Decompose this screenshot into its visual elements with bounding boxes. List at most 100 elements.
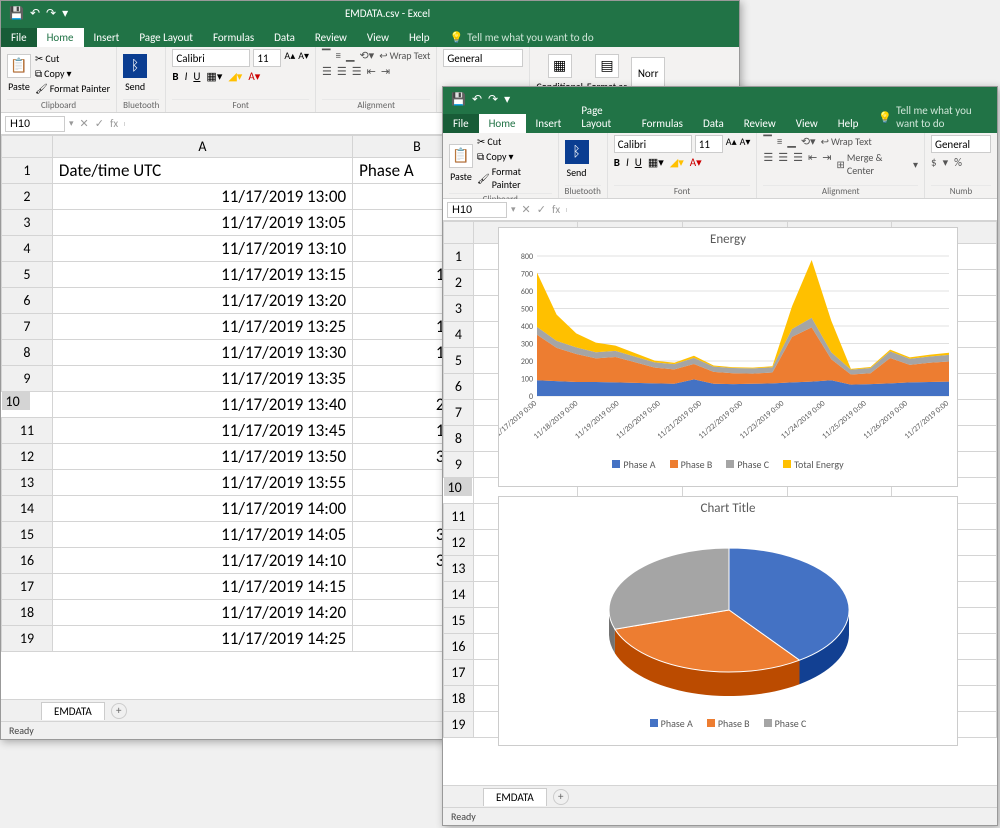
sheet-tab-emdata[interactable]: EMDATA	[483, 788, 547, 806]
indent-dec-icon[interactable]: ⇤	[367, 65, 376, 78]
italic-button[interactable]: I	[185, 70, 188, 83]
orientation-icon[interactable]: ⟲▾	[359, 49, 374, 62]
fx-icon[interactable]: fx	[552, 203, 560, 216]
tab-home[interactable]: Home	[37, 28, 84, 47]
indent-dec-icon[interactable]: ⇤	[808, 151, 817, 177]
new-sheet-button[interactable]: +	[553, 789, 569, 805]
cut-button[interactable]: ✂Cut	[35, 52, 110, 65]
align-left-icon[interactable]: ☰	[763, 151, 773, 177]
redo-icon[interactable]: ↷	[46, 6, 56, 21]
align-center-icon[interactable]: ☰	[778, 151, 788, 177]
indent-inc-icon[interactable]: ⇥	[822, 151, 831, 177]
tab-page-layout[interactable]: Page Layout	[571, 101, 631, 133]
tell-me-search[interactable]: 💡Tell me what you want to do	[868, 101, 997, 133]
increase-font-icon[interactable]: A▴	[726, 135, 737, 153]
tab-formulas[interactable]: Formulas	[632, 114, 693, 133]
wrap-text-button[interactable]: ↩ Wrap Text	[821, 135, 872, 148]
send-button[interactable]: ᛒSend	[565, 140, 589, 179]
tab-view[interactable]: View	[357, 28, 399, 47]
copy-button[interactable]: ⧉Copy ▾	[35, 67, 110, 80]
border-button[interactable]: ▦▾	[648, 156, 664, 169]
number-format-select[interactable]: General	[931, 135, 991, 153]
enter-icon[interactable]: ✓	[537, 203, 546, 216]
bold-button[interactable]: B	[614, 156, 620, 169]
enter-icon[interactable]: ✓	[95, 117, 104, 130]
new-sheet-button[interactable]: +	[111, 703, 127, 719]
quick-access-toolbar[interactable]: 💾 ↶ ↷ ▾	[443, 92, 518, 107]
fill-color-button[interactable]: ◢▾	[228, 70, 242, 83]
orientation-icon[interactable]: ⟲▾	[801, 135, 816, 148]
save-icon[interactable]: 💾	[9, 6, 24, 21]
tab-review[interactable]: Review	[305, 28, 357, 47]
merge-center-button[interactable]: ⊞ Merge & Center ▾	[836, 151, 918, 177]
currency-button[interactable]: $	[931, 156, 937, 169]
tab-data[interactable]: Data	[264, 28, 305, 47]
number-format-select[interactable]: General	[443, 49, 523, 67]
tab-help[interactable]: Help	[399, 28, 440, 47]
qat-more-icon[interactable]: ▾	[62, 6, 68, 21]
tab-help[interactable]: Help	[828, 114, 869, 133]
bold-button[interactable]: B	[172, 70, 178, 83]
cancel-icon[interactable]: ✕	[80, 117, 89, 130]
underline-button[interactable]: U	[193, 70, 200, 83]
qat-more-icon[interactable]: ▾	[504, 92, 510, 107]
tab-home[interactable]: Home	[479, 114, 526, 133]
tab-insert[interactable]: Insert	[526, 114, 572, 133]
align-left-icon[interactable]: ☰	[322, 65, 332, 78]
name-box[interactable]	[447, 202, 507, 218]
decrease-font-icon[interactable]: A▾	[298, 49, 309, 67]
percent-button[interactable]: %	[954, 156, 962, 169]
tab-page-layout[interactable]: Page Layout	[129, 28, 203, 47]
font-size-select[interactable]: 11	[253, 49, 281, 67]
tab-insert[interactable]: Insert	[84, 28, 130, 47]
align-right-icon[interactable]: ☰	[352, 65, 362, 78]
cut-button[interactable]: ✂Cut	[477, 135, 552, 148]
decrease-font-icon[interactable]: A▾	[740, 135, 751, 153]
font-family-select[interactable]: Calibri	[614, 135, 692, 153]
copy-button[interactable]: ⧉Copy ▾	[477, 150, 552, 163]
align-bot-icon[interactable]: ▁	[346, 49, 354, 62]
redo-icon[interactable]: ↷	[488, 92, 498, 107]
align-right-icon[interactable]: ☰	[793, 151, 803, 177]
save-icon[interactable]: 💾	[451, 92, 466, 107]
indent-inc-icon[interactable]: ⇥	[381, 65, 390, 78]
underline-button[interactable]: U	[635, 156, 642, 169]
name-box[interactable]	[5, 116, 65, 132]
tell-me-search[interactable]: 💡Tell me what you want to do	[440, 28, 604, 47]
align-mid-icon[interactable]: ≡	[336, 49, 341, 62]
tab-formulas[interactable]: Formulas	[203, 28, 264, 47]
cancel-icon[interactable]: ✕	[522, 203, 531, 216]
font-family-select[interactable]: Calibri	[172, 49, 250, 67]
align-top-icon[interactable]: ▔	[322, 49, 330, 62]
italic-button[interactable]: I	[626, 156, 629, 169]
format-painter-button[interactable]: 🖌Format Painter	[35, 82, 110, 95]
quick-access-toolbar[interactable]: 💾 ↶ ↷ ▾	[1, 6, 76, 21]
font-size-select[interactable]: 11	[695, 135, 723, 153]
align-center-icon[interactable]: ☰	[337, 65, 347, 78]
border-button[interactable]: ▦▾	[206, 70, 222, 83]
paste-button[interactable]: 📋Paste	[7, 54, 31, 93]
undo-icon[interactable]: ↶	[30, 6, 40, 21]
energy-chart[interactable]: Energy 010020030040050060070080011/17/20…	[498, 227, 958, 487]
fx-icon[interactable]: fx	[110, 117, 118, 130]
sheet-tab-emdata[interactable]: EMDATA	[41, 702, 105, 720]
format-painter-button[interactable]: 🖌Format Painter	[477, 165, 552, 191]
tab-file[interactable]: File	[1, 28, 37, 47]
align-bot-icon[interactable]: ▁	[787, 135, 795, 148]
cell-style-normal[interactable]: Norr	[631, 57, 665, 89]
worksheet-grid[interactable]: ABCDE1 2 3 4 5 6 7 8 9 10 11 12 13 14 15…	[443, 221, 997, 785]
send-button[interactable]: ᛒSend	[123, 54, 147, 93]
font-color-button[interactable]: A▾	[248, 70, 260, 83]
tab-review[interactable]: Review	[734, 114, 786, 133]
increase-font-icon[interactable]: A▴	[284, 49, 295, 67]
tab-file[interactable]: File	[443, 114, 479, 133]
formula-bar[interactable]	[566, 208, 997, 212]
wrap-text-button[interactable]: ↩ Wrap Text	[379, 49, 430, 62]
pie-chart[interactable]: Chart Title Phase APhase BPhase C	[498, 496, 958, 746]
tab-data[interactable]: Data	[693, 114, 734, 133]
align-top-icon[interactable]: ▔	[763, 135, 771, 148]
paste-button[interactable]: 📋Paste	[449, 144, 473, 183]
font-color-button[interactable]: A▾	[690, 156, 702, 169]
tab-view[interactable]: View	[786, 114, 828, 133]
fill-color-button[interactable]: ◢▾	[670, 156, 684, 169]
